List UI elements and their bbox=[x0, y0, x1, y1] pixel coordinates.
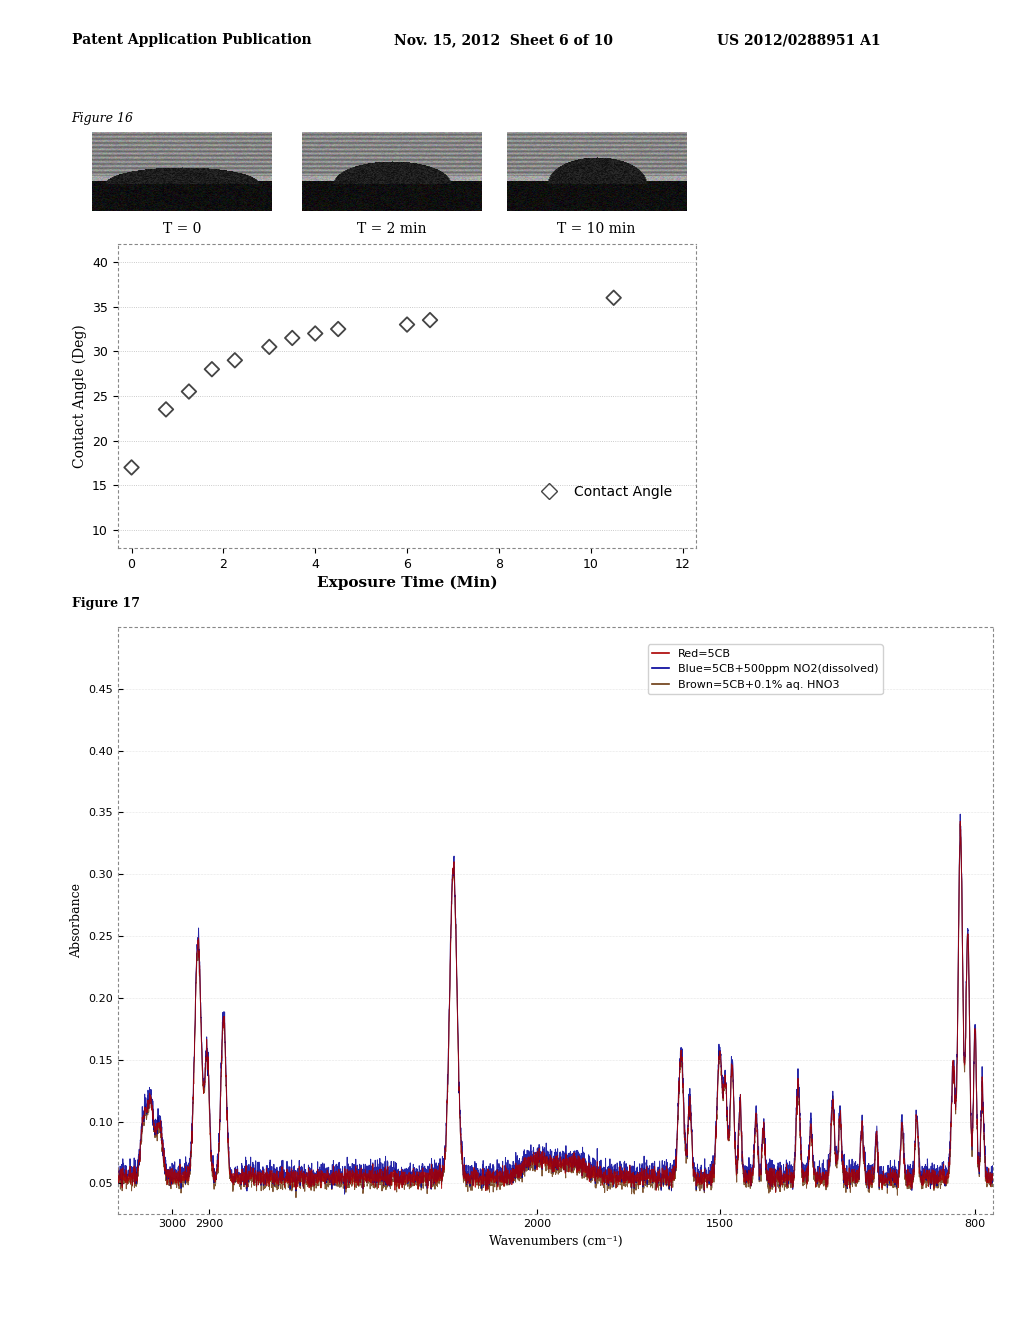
Point bbox=[422, 310, 438, 331]
Point bbox=[307, 323, 324, 345]
Legend: Contact Angle: Contact Angle bbox=[529, 479, 678, 504]
Text: T = 2 min: T = 2 min bbox=[357, 222, 426, 236]
Point bbox=[158, 399, 174, 420]
Point bbox=[181, 381, 198, 403]
Point bbox=[398, 314, 416, 335]
Legend: Red=5CB, Blue=5CB+500ppm NO2(dissolved), Brown=5CB+0.1% aq. HNO3: Red=5CB, Blue=5CB+500ppm NO2(dissolved),… bbox=[648, 644, 883, 694]
Text: Patent Application Publication: Patent Application Publication bbox=[72, 33, 311, 48]
Text: T = 10 min: T = 10 min bbox=[557, 222, 636, 236]
Point bbox=[261, 337, 278, 358]
Text: Figure 17: Figure 17 bbox=[72, 597, 139, 610]
Text: T = 0: T = 0 bbox=[163, 222, 201, 236]
Point bbox=[330, 318, 346, 339]
Text: Nov. 15, 2012  Sheet 6 of 10: Nov. 15, 2012 Sheet 6 of 10 bbox=[394, 33, 613, 48]
Point bbox=[123, 457, 139, 478]
X-axis label: Wavenumbers (cm⁻¹): Wavenumbers (cm⁻¹) bbox=[488, 1234, 623, 1247]
Y-axis label: Contact Angle (Deg): Contact Angle (Deg) bbox=[73, 325, 87, 467]
Point bbox=[204, 359, 220, 380]
Text: Figure 16: Figure 16 bbox=[72, 112, 134, 125]
Text: US 2012/0288951 A1: US 2012/0288951 A1 bbox=[717, 33, 881, 48]
X-axis label: Exposure Time (Min): Exposure Time (Min) bbox=[316, 576, 498, 590]
Y-axis label: Absorbance: Absorbance bbox=[70, 883, 83, 958]
Point bbox=[605, 288, 622, 309]
Point bbox=[226, 350, 243, 371]
Point bbox=[284, 327, 300, 348]
